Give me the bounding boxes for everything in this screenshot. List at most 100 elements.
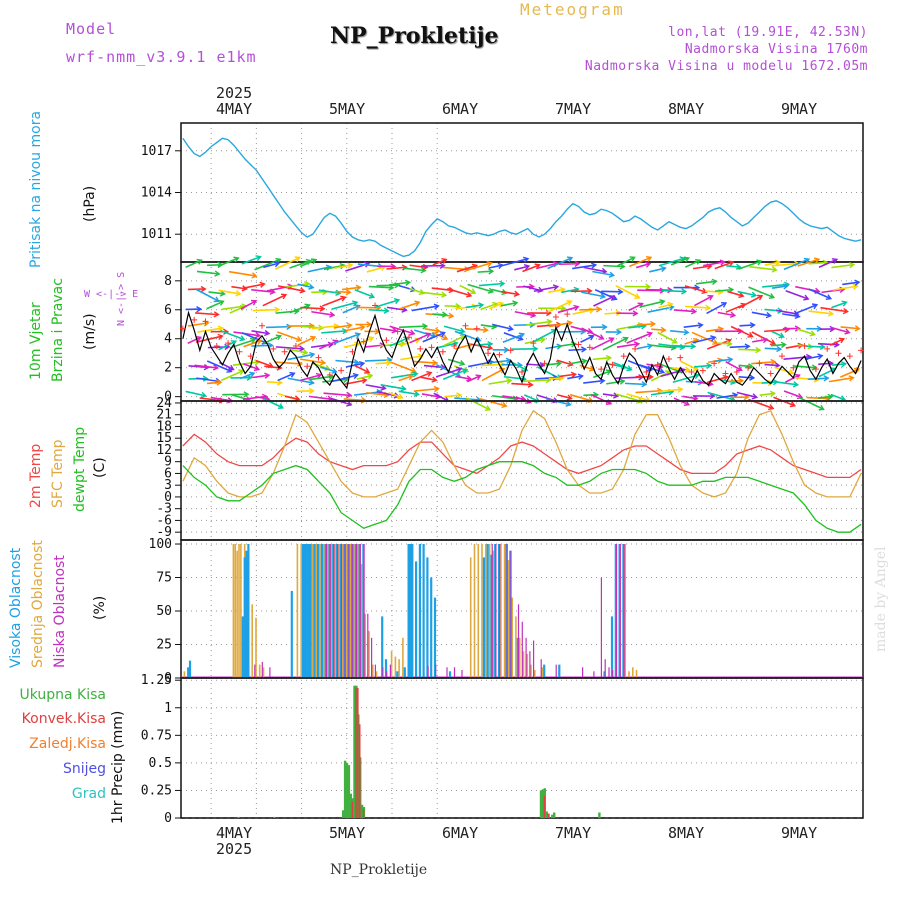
wind-arrow-head [818, 404, 825, 411]
wind-arrow-head [276, 364, 283, 371]
wind-arrow-head [566, 300, 573, 306]
cloud-high-bar [415, 561, 418, 678]
wind-arrow-head [684, 366, 691, 373]
wind-arrow [413, 387, 439, 392]
cloud-high-bar [497, 544, 501, 678]
cloud-low-bar [359, 544, 361, 678]
cloud-mid-bar [481, 544, 483, 678]
wind-arrow [635, 262, 651, 269]
wind-arrow [331, 374, 358, 383]
gust-marker [259, 322, 266, 329]
wind-arrow [251, 288, 275, 293]
cloud-low-bar [608, 667, 610, 678]
wind-arrow [817, 342, 839, 346]
cloud-mid-bar [296, 544, 299, 678]
wind-arrow [626, 393, 651, 402]
wind-arrow [289, 304, 310, 314]
wind-arrow-head [243, 391, 250, 398]
wind-arrow-head [619, 378, 626, 385]
cloud-high-bar [335, 544, 339, 678]
cloud-low-bar [533, 640, 535, 678]
cloud-mid-bar [262, 667, 265, 678]
rain-convective-bar [351, 801, 353, 818]
wind-arrow-head [527, 381, 534, 388]
wind-arrow-head [570, 371, 578, 378]
wind-arrow-head [507, 325, 514, 332]
cloud-mid-bar [238, 544, 240, 678]
wind-arrow [785, 374, 800, 383]
wind-arrow [685, 305, 710, 309]
wind-arrow [703, 260, 725, 267]
wind-arrow [684, 285, 707, 293]
wind-arrow [797, 258, 820, 267]
wind-arrow [195, 335, 223, 344]
gust-marker [688, 369, 695, 376]
gust-marker [191, 316, 198, 323]
cloud-high-bar [324, 544, 327, 678]
wind-arrow [567, 375, 583, 380]
wind-arrow [764, 347, 781, 350]
wind-arrow-head [854, 279, 861, 286]
wind-arrow-head [459, 360, 466, 367]
wind-arrow [568, 348, 586, 352]
gust-marker [417, 345, 424, 352]
wind-arrow [228, 270, 257, 277]
lonlat-label: lon,lat (19.91E, 42.53N) [668, 25, 868, 40]
cloud-mid-bar [628, 671, 630, 678]
cloud-mid-bar [326, 544, 329, 678]
rain-total-bar [349, 793, 352, 818]
temp2m-line [182, 433, 862, 479]
cloud-mid-bar [240, 544, 242, 678]
wind-arrow-head [566, 394, 573, 401]
cloud-high-bar [320, 544, 323, 678]
wind-arrow [547, 300, 572, 313]
wind-arrow [466, 374, 481, 383]
wind-arrow [187, 336, 202, 345]
wind-arrow-head [259, 281, 266, 288]
wind-arrow-head [755, 346, 762, 354]
wind-arrow [691, 331, 718, 345]
wind-arrow-head [456, 392, 463, 399]
wind-arrow [842, 281, 860, 286]
cloud-low-bar [269, 667, 271, 678]
cloud-high-bar [243, 557, 246, 678]
gust-marker [745, 364, 752, 371]
cloud-mid-bar [515, 616, 517, 678]
gust-marker [598, 366, 605, 373]
gust-marker [632, 345, 639, 352]
wind-arrow-head [776, 345, 783, 353]
wind-arrow-head [774, 259, 781, 266]
wind-arrow [375, 361, 391, 365]
wind-arrow [714, 261, 734, 270]
wind-arrow [658, 257, 685, 267]
rain-total-bar [553, 812, 556, 818]
wind-arrow-head [434, 327, 441, 334]
wind-arrow-head [228, 364, 235, 371]
wind-arrow [526, 320, 552, 326]
sfc-temp-line [182, 409, 862, 498]
cloud-mid-bar [338, 544, 340, 678]
gust-marker [778, 353, 785, 360]
cloud-low-bar [525, 637, 527, 678]
wind-arrow [579, 364, 595, 371]
cloud-high-bar [448, 671, 452, 678]
wind-arrow [806, 396, 830, 400]
wind-arrow-head [803, 294, 810, 301]
wind-arrow-head [452, 340, 459, 347]
cloud-low-bar [352, 544, 354, 678]
cloud-mid-bar [255, 617, 257, 678]
cloud-high-bar [302, 544, 305, 678]
wind-arrow [341, 286, 361, 291]
wind-arrow-head [782, 283, 790, 290]
wind-arrow-head [738, 291, 745, 299]
wind-arrow [602, 393, 618, 397]
ytick-label-p1: 2 [164, 361, 172, 376]
wind-arrow-head [609, 295, 616, 301]
wind-arrow [730, 325, 753, 338]
wind-arrow [195, 288, 220, 302]
wind-arrow-head [529, 321, 536, 328]
cloud-mid-bar [477, 544, 480, 678]
wind-arrow-head [488, 268, 495, 275]
cloud-mid-bar [473, 544, 476, 678]
wind-arrow-head [302, 349, 309, 356]
